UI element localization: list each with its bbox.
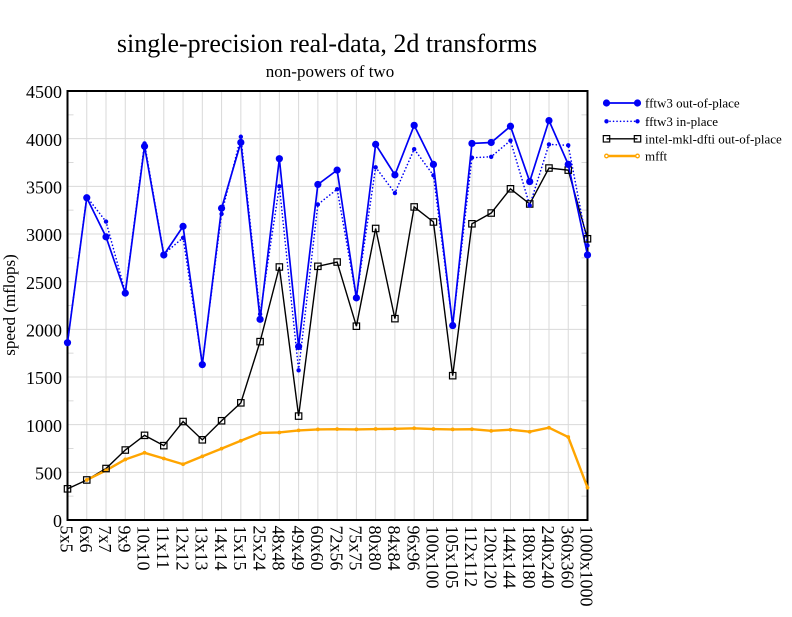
svg-text:7x7: 7x7 (95, 526, 115, 553)
svg-text:4500: 4500 (26, 82, 62, 102)
svg-text:60x60: 60x60 (307, 526, 327, 571)
svg-text:0: 0 (53, 511, 62, 531)
svg-text:120x120: 120x120 (480, 526, 500, 589)
svg-text:12x12: 12x12 (172, 526, 192, 571)
svg-text:non-powers of two: non-powers of two (266, 62, 394, 81)
svg-text:75x75: 75x75 (346, 526, 366, 571)
svg-text:15x15: 15x15 (230, 526, 250, 571)
svg-text:1000x1000: 1000x1000 (577, 526, 597, 607)
svg-text:10x10: 10x10 (134, 526, 154, 571)
svg-text:fftw3 out-of-place: fftw3 out-of-place (645, 96, 740, 111)
svg-text:9x9: 9x9 (114, 526, 134, 553)
svg-text:2000: 2000 (26, 321, 62, 341)
svg-text:25x24: 25x24 (249, 526, 269, 571)
svg-text:intel-mkl-dfti out-of-place: intel-mkl-dfti out-of-place (645, 131, 782, 146)
svg-text:13x13: 13x13 (192, 526, 212, 571)
svg-text:112x112: 112x112 (461, 526, 481, 588)
svg-text:360x360: 360x360 (557, 526, 577, 589)
svg-text:96x96: 96x96 (403, 526, 423, 571)
svg-text:11x11: 11x11 (153, 526, 173, 570)
svg-text:72x56: 72x56 (326, 526, 346, 571)
svg-text:3000: 3000 (26, 225, 62, 245)
svg-text:100x100: 100x100 (423, 526, 443, 589)
svg-text:mfft: mfft (645, 149, 668, 164)
svg-text:14x14: 14x14 (211, 526, 231, 571)
svg-text:180x180: 180x180 (519, 526, 539, 589)
svg-text:3500: 3500 (26, 178, 62, 198)
svg-text:1500: 1500 (26, 368, 62, 388)
svg-text:84x84: 84x84 (384, 526, 404, 571)
svg-text:speed (mflops): speed (mflops) (0, 254, 19, 356)
svg-text:49x49: 49x49 (288, 526, 308, 571)
svg-text:4000: 4000 (26, 130, 62, 150)
svg-text:6x6: 6x6 (76, 526, 96, 553)
svg-text:48x48: 48x48 (269, 526, 289, 571)
svg-text:fftw3 in-place: fftw3 in-place (645, 114, 718, 129)
svg-text:500: 500 (35, 464, 62, 484)
svg-text:80x80: 80x80 (365, 526, 385, 571)
svg-text:2500: 2500 (26, 273, 62, 293)
svg-text:144x144: 144x144 (500, 526, 520, 589)
svg-text:1000: 1000 (26, 416, 62, 436)
svg-text:105x105: 105x105 (442, 526, 462, 589)
svg-text:240x240: 240x240 (538, 526, 558, 589)
svg-text:single-precision real-data, 2d: single-precision real-data, 2d transform… (117, 29, 537, 58)
svg-text:5x5: 5x5 (57, 526, 77, 553)
